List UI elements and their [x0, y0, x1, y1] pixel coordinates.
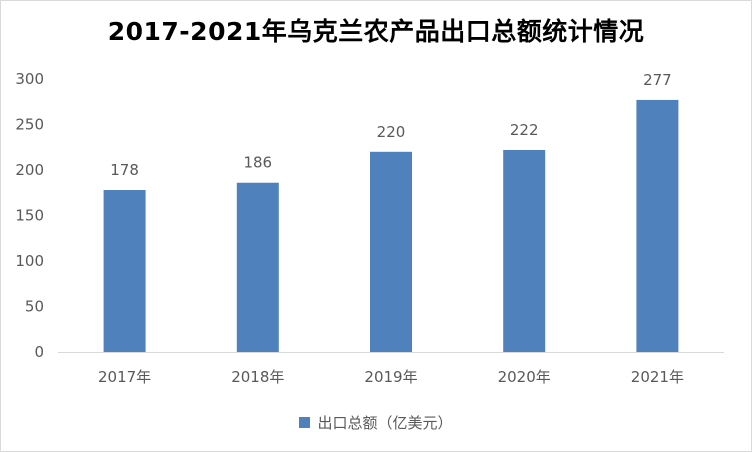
x-tick-label: 2020年 — [498, 368, 551, 386]
data-label: 222 — [510, 121, 539, 139]
y-tick-label: 250 — [15, 116, 44, 134]
y-tick-label: 200 — [15, 161, 44, 179]
y-tick-label: 300 — [15, 70, 44, 88]
y-tick-label: 150 — [15, 207, 44, 225]
x-tick-label: 2021年 — [631, 368, 684, 386]
y-tick-label: 50 — [25, 298, 44, 316]
x-tick-label: 2018年 — [231, 368, 284, 386]
bar — [370, 151, 412, 352]
legend-swatch — [299, 417, 311, 428]
bar — [503, 149, 546, 352]
chart-title: 2017-2021年乌克兰农产品出口总额统计情况 — [107, 17, 645, 46]
legend-label: 出口总额（亿美元） — [317, 414, 453, 432]
y-tick-label: 100 — [15, 252, 44, 270]
data-label: 277 — [643, 71, 672, 89]
data-label: 178 — [110, 161, 139, 179]
data-label: 220 — [377, 123, 406, 141]
x-tick-label: 2019年 — [364, 368, 417, 386]
legend: 出口总额（亿美元） — [0, 412, 752, 433]
bar — [636, 99, 679, 353]
y-tick-label: 0 — [34, 343, 44, 361]
bar — [236, 182, 279, 352]
x-tick-label: 2017年 — [98, 368, 151, 386]
bar — [103, 190, 146, 352]
data-label: 186 — [243, 154, 272, 172]
